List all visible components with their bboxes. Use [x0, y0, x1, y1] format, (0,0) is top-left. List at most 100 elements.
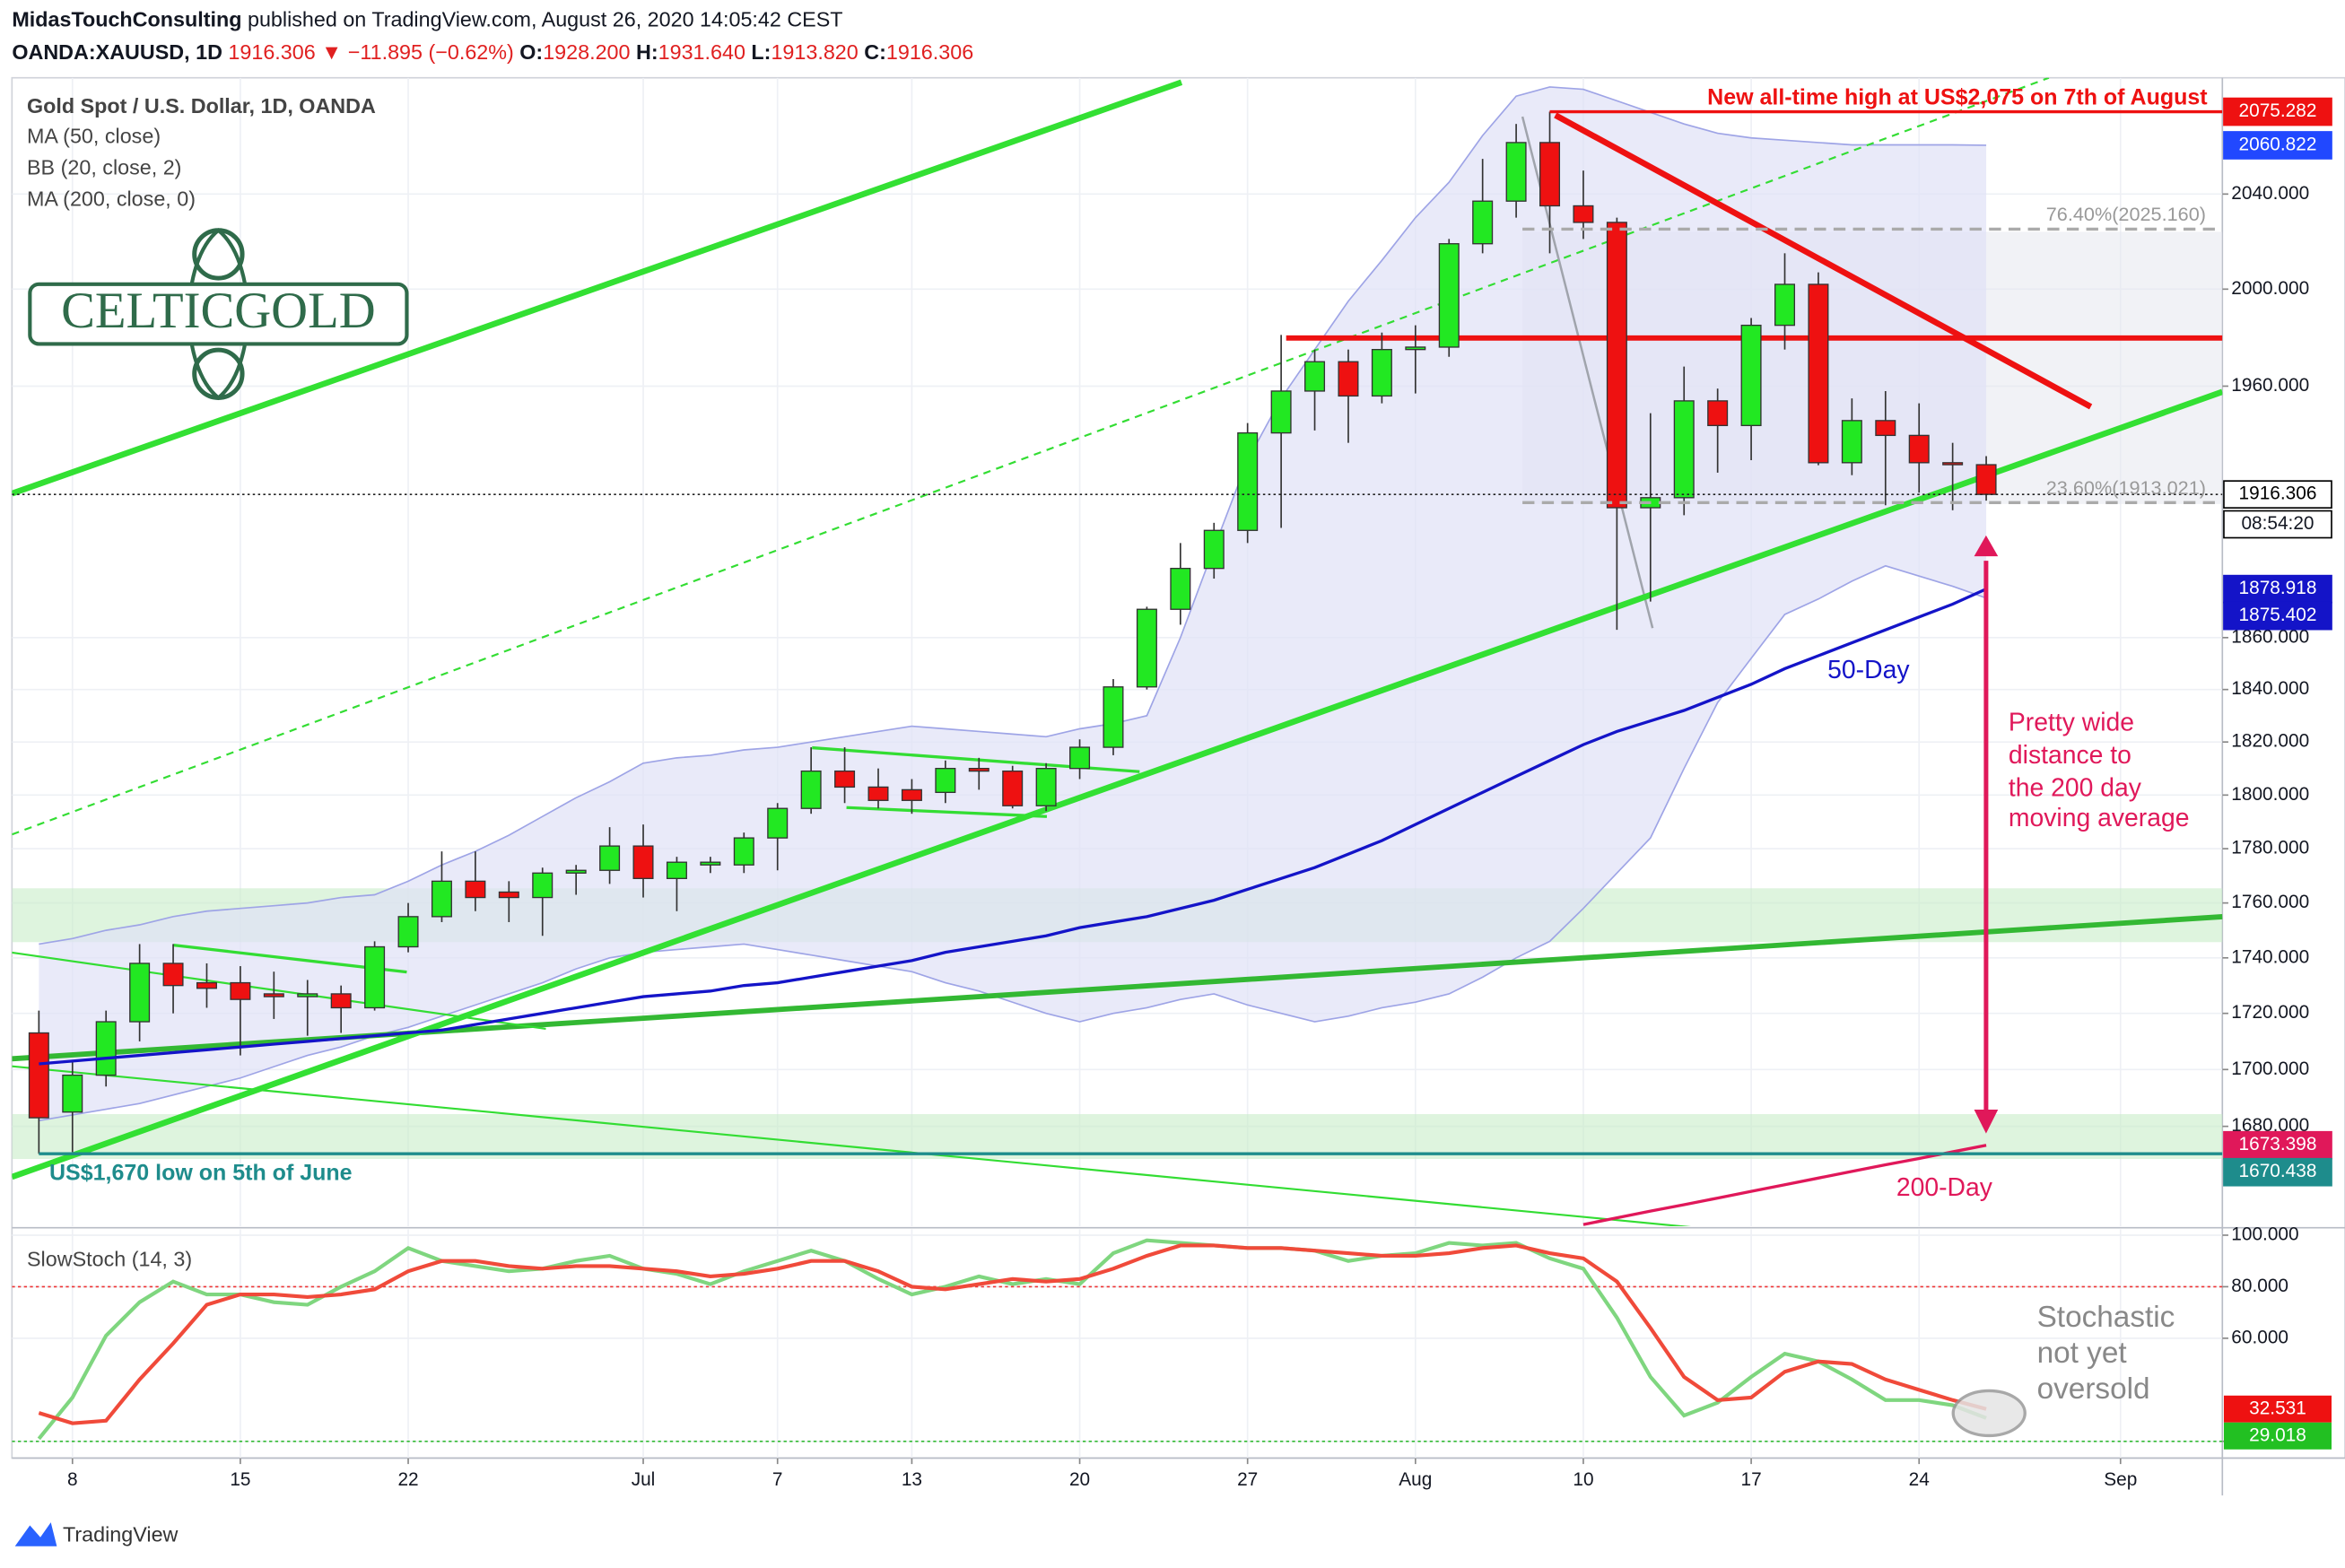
candle-body [129, 963, 151, 1023]
candle-body [1505, 142, 1527, 202]
candle-body [1707, 400, 1729, 427]
footer: TradingView [14, 1522, 179, 1546]
price-tag [2223, 1157, 2332, 1187]
x-tick-label: 27 [1237, 1469, 1258, 1490]
trend-line [12, 1065, 1692, 1227]
symbol: OANDA:XAUUSD, 1D [12, 40, 222, 64]
y-tick-label: 1760.000 [2231, 892, 2309, 912]
candle-body [330, 993, 352, 1009]
trend-line [12, 388, 2223, 1180]
symbol-line: OANDA:XAUUSD, 1D 1916.306 ▼ −11.895 (−0.… [12, 40, 973, 64]
brand[interactable]: TradingView [63, 1522, 179, 1546]
annotation: 50-Day [1827, 656, 1910, 684]
y-tick-label: 2040.000 [2231, 183, 2309, 204]
band-lower [39, 564, 1987, 1122]
band-upper [39, 86, 1987, 945]
fib-label: 23.60%(1913.021) [2046, 476, 2206, 499]
support-zone [12, 1114, 2223, 1160]
candle-body [1270, 390, 1292, 434]
y-tick-label: 1960.000 [2231, 375, 2309, 396]
x-tick-label: 10 [1573, 1469, 1593, 1490]
candle-body [968, 768, 989, 772]
x-tick-label: 17 [1740, 1469, 1761, 1490]
candle-body [532, 872, 554, 899]
candle-body [834, 770, 856, 788]
stoch-line [37, 1238, 1987, 1441]
candle-body [1472, 200, 1494, 245]
logo: CELTICGOLD [28, 228, 409, 401]
author[interactable]: MidasTouchConsulting [12, 8, 241, 31]
ohlc-value: 1916.306 [886, 40, 973, 64]
candle-body [1371, 349, 1392, 397]
candle-body [1975, 464, 1997, 495]
candle-body [565, 869, 587, 874]
ohlc-value: 1913.820 [771, 40, 858, 64]
y-tick-label: 1860.000 [2231, 626, 2309, 647]
ohlc-value: 1931.640 [658, 40, 745, 64]
x-tick-label: 22 [397, 1469, 418, 1490]
fib-label: 76.40%(2025.160) [2046, 203, 2206, 225]
y-tick-label: 60.000 [2231, 1327, 2288, 1347]
price-tag [2223, 601, 2332, 631]
candle-body [431, 880, 452, 918]
price-tag [2223, 131, 2332, 160]
candle-body [28, 1032, 49, 1119]
trend-line [12, 77, 2050, 836]
candle-body [1304, 361, 1326, 392]
drawings [12, 77, 2223, 1227]
candle-body [364, 945, 386, 1009]
candle-body [1438, 243, 1460, 348]
logo-frame [28, 282, 409, 346]
ohlc-key: O: [519, 40, 543, 64]
candle-body [263, 993, 284, 997]
candle-body [666, 861, 687, 879]
x-tick-label: Jul [632, 1469, 656, 1490]
header-line: MidasTouchConsulting published on Tradin… [12, 8, 842, 31]
stoch-tag [2223, 1395, 2332, 1423]
candle-body [1203, 529, 1225, 570]
published: published on TradingView.com, August 26,… [248, 8, 843, 31]
trend-line [1554, 112, 2093, 410]
candle-body [1237, 431, 1259, 531]
band-fill [39, 86, 1987, 1121]
legend-entry: MA (200, close, 0) [27, 187, 196, 211]
x-tick-label: Aug [1399, 1469, 1432, 1490]
y-tick-label: 1800.000 [2231, 784, 2309, 805]
candle-body [867, 786, 889, 801]
y-tick-label: 1720.000 [2231, 1002, 2309, 1023]
moving-average [1582, 1144, 1987, 1226]
candle-body [1539, 142, 1561, 207]
price-tag [2223, 97, 2332, 126]
price-tag [2223, 480, 2332, 510]
price-tag-label: 1875.402 [2239, 605, 2317, 625]
annotation: distance to [2009, 741, 2131, 770]
price-tag-label: 2060.822 [2239, 134, 2317, 154]
candle-body [1740, 324, 1762, 427]
candle-body [1103, 686, 1124, 748]
y-tick-label: 1820.000 [2231, 731, 2309, 752]
y-tick-label: 1840.000 [2231, 678, 2309, 699]
annotation: Stochastic [2037, 1301, 2175, 1334]
price: 1916.306 ▼ −11.895 (−0.62%) [228, 40, 513, 64]
candle-body [465, 880, 486, 899]
y-tick-label: 2000.000 [2231, 278, 2309, 299]
candle-body [1908, 434, 1930, 464]
candle-body [1808, 283, 1829, 464]
annotation: Pretty wide [2009, 708, 2134, 736]
stoch-tag [2223, 1422, 2332, 1450]
candle-body [1875, 420, 1896, 437]
candle-body [196, 981, 217, 989]
stoch-grid [12, 1229, 2223, 1459]
y-tick-label: 1700.000 [2231, 1058, 2309, 1079]
candle-body [1338, 361, 1359, 397]
ohlc-key: C: [864, 40, 886, 64]
price-tag-label: 1673.398 [2239, 1134, 2317, 1154]
legend-entry: MA (50, close) [27, 125, 161, 148]
stoch-title: SlowStoch (14, 3) [27, 1248, 192, 1271]
stoch-line [38, 1243, 1987, 1425]
candle-body [1136, 608, 1157, 688]
ohlc-key: H: [636, 40, 658, 64]
candle-body [599, 845, 621, 871]
annotation: oversold [2037, 1372, 2150, 1406]
